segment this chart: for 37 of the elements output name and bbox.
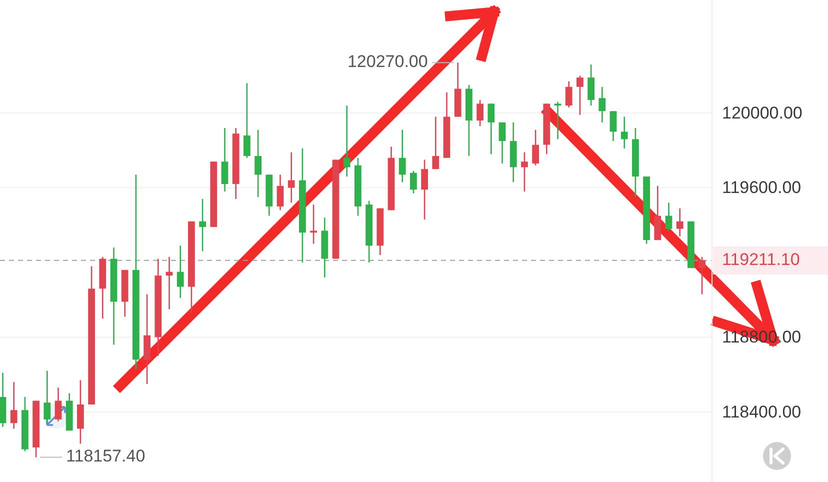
candlestick (310, 204, 317, 244)
candlestick (498, 122, 506, 164)
candlestick (521, 152, 528, 192)
candlestick (698, 256, 706, 295)
candlestick (410, 170, 417, 194)
candlestick (343, 104, 350, 178)
candlestick (576, 75, 584, 116)
candlestick (276, 174, 284, 211)
candlestick (610, 110, 617, 142)
candlestick (176, 245, 184, 299)
annotation: 120270.00 (347, 52, 428, 72)
y-tick-label: 119600.00 (722, 178, 802, 198)
candlestick (44, 370, 51, 424)
y-tick-label: 120000.00 (722, 103, 802, 122)
candlestick (288, 152, 295, 204)
candlestick (665, 202, 672, 232)
candlestick (54, 387, 62, 422)
candlestick (221, 127, 228, 192)
candlestick (254, 129, 262, 198)
candlestick (554, 101, 562, 140)
candlestick (620, 116, 628, 150)
candlestick (421, 159, 428, 220)
candlestick (588, 64, 594, 106)
candlestick (10, 381, 18, 430)
ref-line-label: 119211.10 (722, 250, 800, 269)
candlestick (598, 86, 606, 124)
candlestick (532, 129, 539, 166)
candlestick (476, 99, 484, 127)
candlestick (199, 198, 206, 252)
y-tick-label: 118400.00 (722, 402, 802, 422)
candlestick (488, 103, 495, 155)
annotation: 118157.40 (66, 446, 146, 466)
candlestick (398, 129, 406, 183)
candlestick (565, 80, 572, 108)
candlestick (244, 82, 250, 159)
candlestick (432, 116, 440, 170)
candlestick (676, 208, 684, 237)
